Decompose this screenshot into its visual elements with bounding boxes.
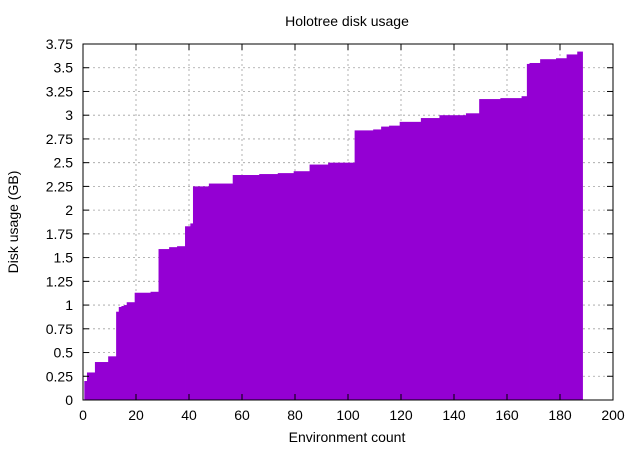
x-tick-label: 60: [234, 407, 250, 423]
x-tick-label: 80: [287, 407, 303, 423]
x-tick-label: 160: [495, 407, 519, 423]
area-step: [540, 59, 557, 401]
area-step: [158, 249, 170, 400]
x-tick-label: 0: [79, 407, 87, 423]
x-tick-label: 100: [336, 407, 360, 423]
x-tick-label: 120: [389, 407, 413, 423]
area-step: [309, 164, 329, 400]
y-tick-label: 2.75: [46, 131, 73, 147]
area-step: [500, 98, 522, 400]
area-step: [185, 226, 191, 400]
area-step: [150, 291, 159, 400]
area-step: [529, 62, 541, 401]
area-step: [169, 247, 178, 400]
area-step: [121, 306, 125, 400]
area-step: [526, 63, 530, 400]
area-step: [420, 118, 440, 400]
y-tick-label: 1: [65, 297, 73, 313]
area-step: [521, 96, 528, 401]
x-tick-label: 20: [128, 407, 144, 423]
area-step: [566, 54, 578, 401]
y-tick-label: 0.5: [54, 345, 74, 361]
area-step: [354, 130, 374, 400]
x-tick-label: 140: [442, 407, 466, 423]
area-step: [277, 173, 295, 400]
y-tick-label: 2.25: [46, 178, 73, 194]
area-step: [479, 99, 501, 400]
x-tick-label: 200: [601, 407, 625, 423]
y-tick-label: 3: [65, 107, 73, 123]
chart-title: Holotree disk usage: [285, 13, 409, 29]
area-step: [118, 306, 122, 400]
area-step: [577, 51, 581, 400]
y-tick-label: 3.75: [46, 36, 73, 52]
area-step: [293, 171, 310, 400]
y-tick-label: 3.5: [54, 60, 74, 76]
area-step: [134, 292, 151, 400]
area-step: [465, 113, 480, 400]
axis-ticks: 0 20 40 60 80 100 120 140 160 180 200 0 0.25 0.5 0.75 1…: [46, 36, 625, 423]
x-tick-label: 180: [548, 407, 572, 423]
area-step: [208, 183, 234, 400]
y-tick-label: 3.25: [46, 83, 73, 99]
area-step: [373, 129, 382, 400]
x-axis-label: Environment count: [289, 429, 406, 445]
data-area: [84, 51, 583, 401]
area-step: [94, 362, 109, 400]
area-step: [192, 186, 210, 400]
area-step: [579, 51, 583, 400]
y-tick-label: 1.5: [54, 250, 74, 266]
y-tick-label: 0.25: [46, 368, 73, 384]
y-tick-label: 0: [65, 392, 73, 408]
area-step: [259, 174, 279, 400]
y-tick-label: 0.75: [46, 321, 73, 337]
area-step: [439, 115, 467, 400]
area-step: [328, 162, 356, 400]
y-tick-label: 2.5: [54, 155, 74, 171]
area-step: [86, 372, 96, 400]
area-step: [108, 356, 117, 400]
y-tick-label: 1.25: [46, 273, 73, 289]
x-tick-label: 40: [181, 407, 197, 423]
y-axis-label: Disk usage (GB): [5, 171, 21, 274]
y-tick-label: 1.75: [46, 226, 73, 242]
y-tick-label: 2: [65, 202, 73, 218]
area-step: [556, 58, 568, 401]
area-step: [116, 311, 120, 400]
area-step: [84, 381, 88, 400]
area-step: [177, 246, 186, 400]
area-step: [126, 302, 136, 400]
area-step: [232, 175, 260, 400]
area-step: [399, 121, 422, 400]
area-step: [190, 223, 194, 400]
area-step: [124, 305, 128, 400]
area-step: [381, 126, 390, 400]
area-step: [389, 125, 401, 400]
